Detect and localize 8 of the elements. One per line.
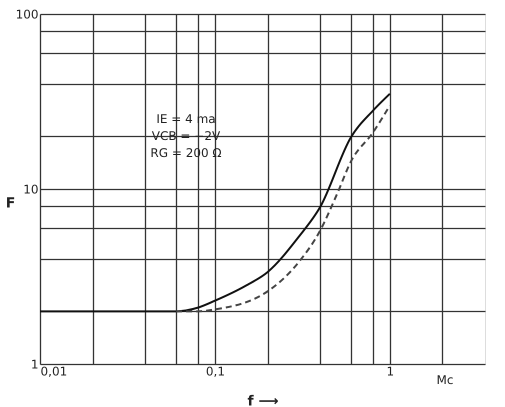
text: Mc [436,373,454,387]
y-axis-title: F [6,196,16,212]
x-tick-label: 0,01 [40,364,68,378]
y-tick-label: 10 [23,182,38,196]
x-tick-label: 1 [386,364,394,378]
x-axis-title: f ⟶ [247,394,279,407]
x-tick-label: 0,1 [206,364,225,378]
y-tick-label: 100 [16,8,38,22]
